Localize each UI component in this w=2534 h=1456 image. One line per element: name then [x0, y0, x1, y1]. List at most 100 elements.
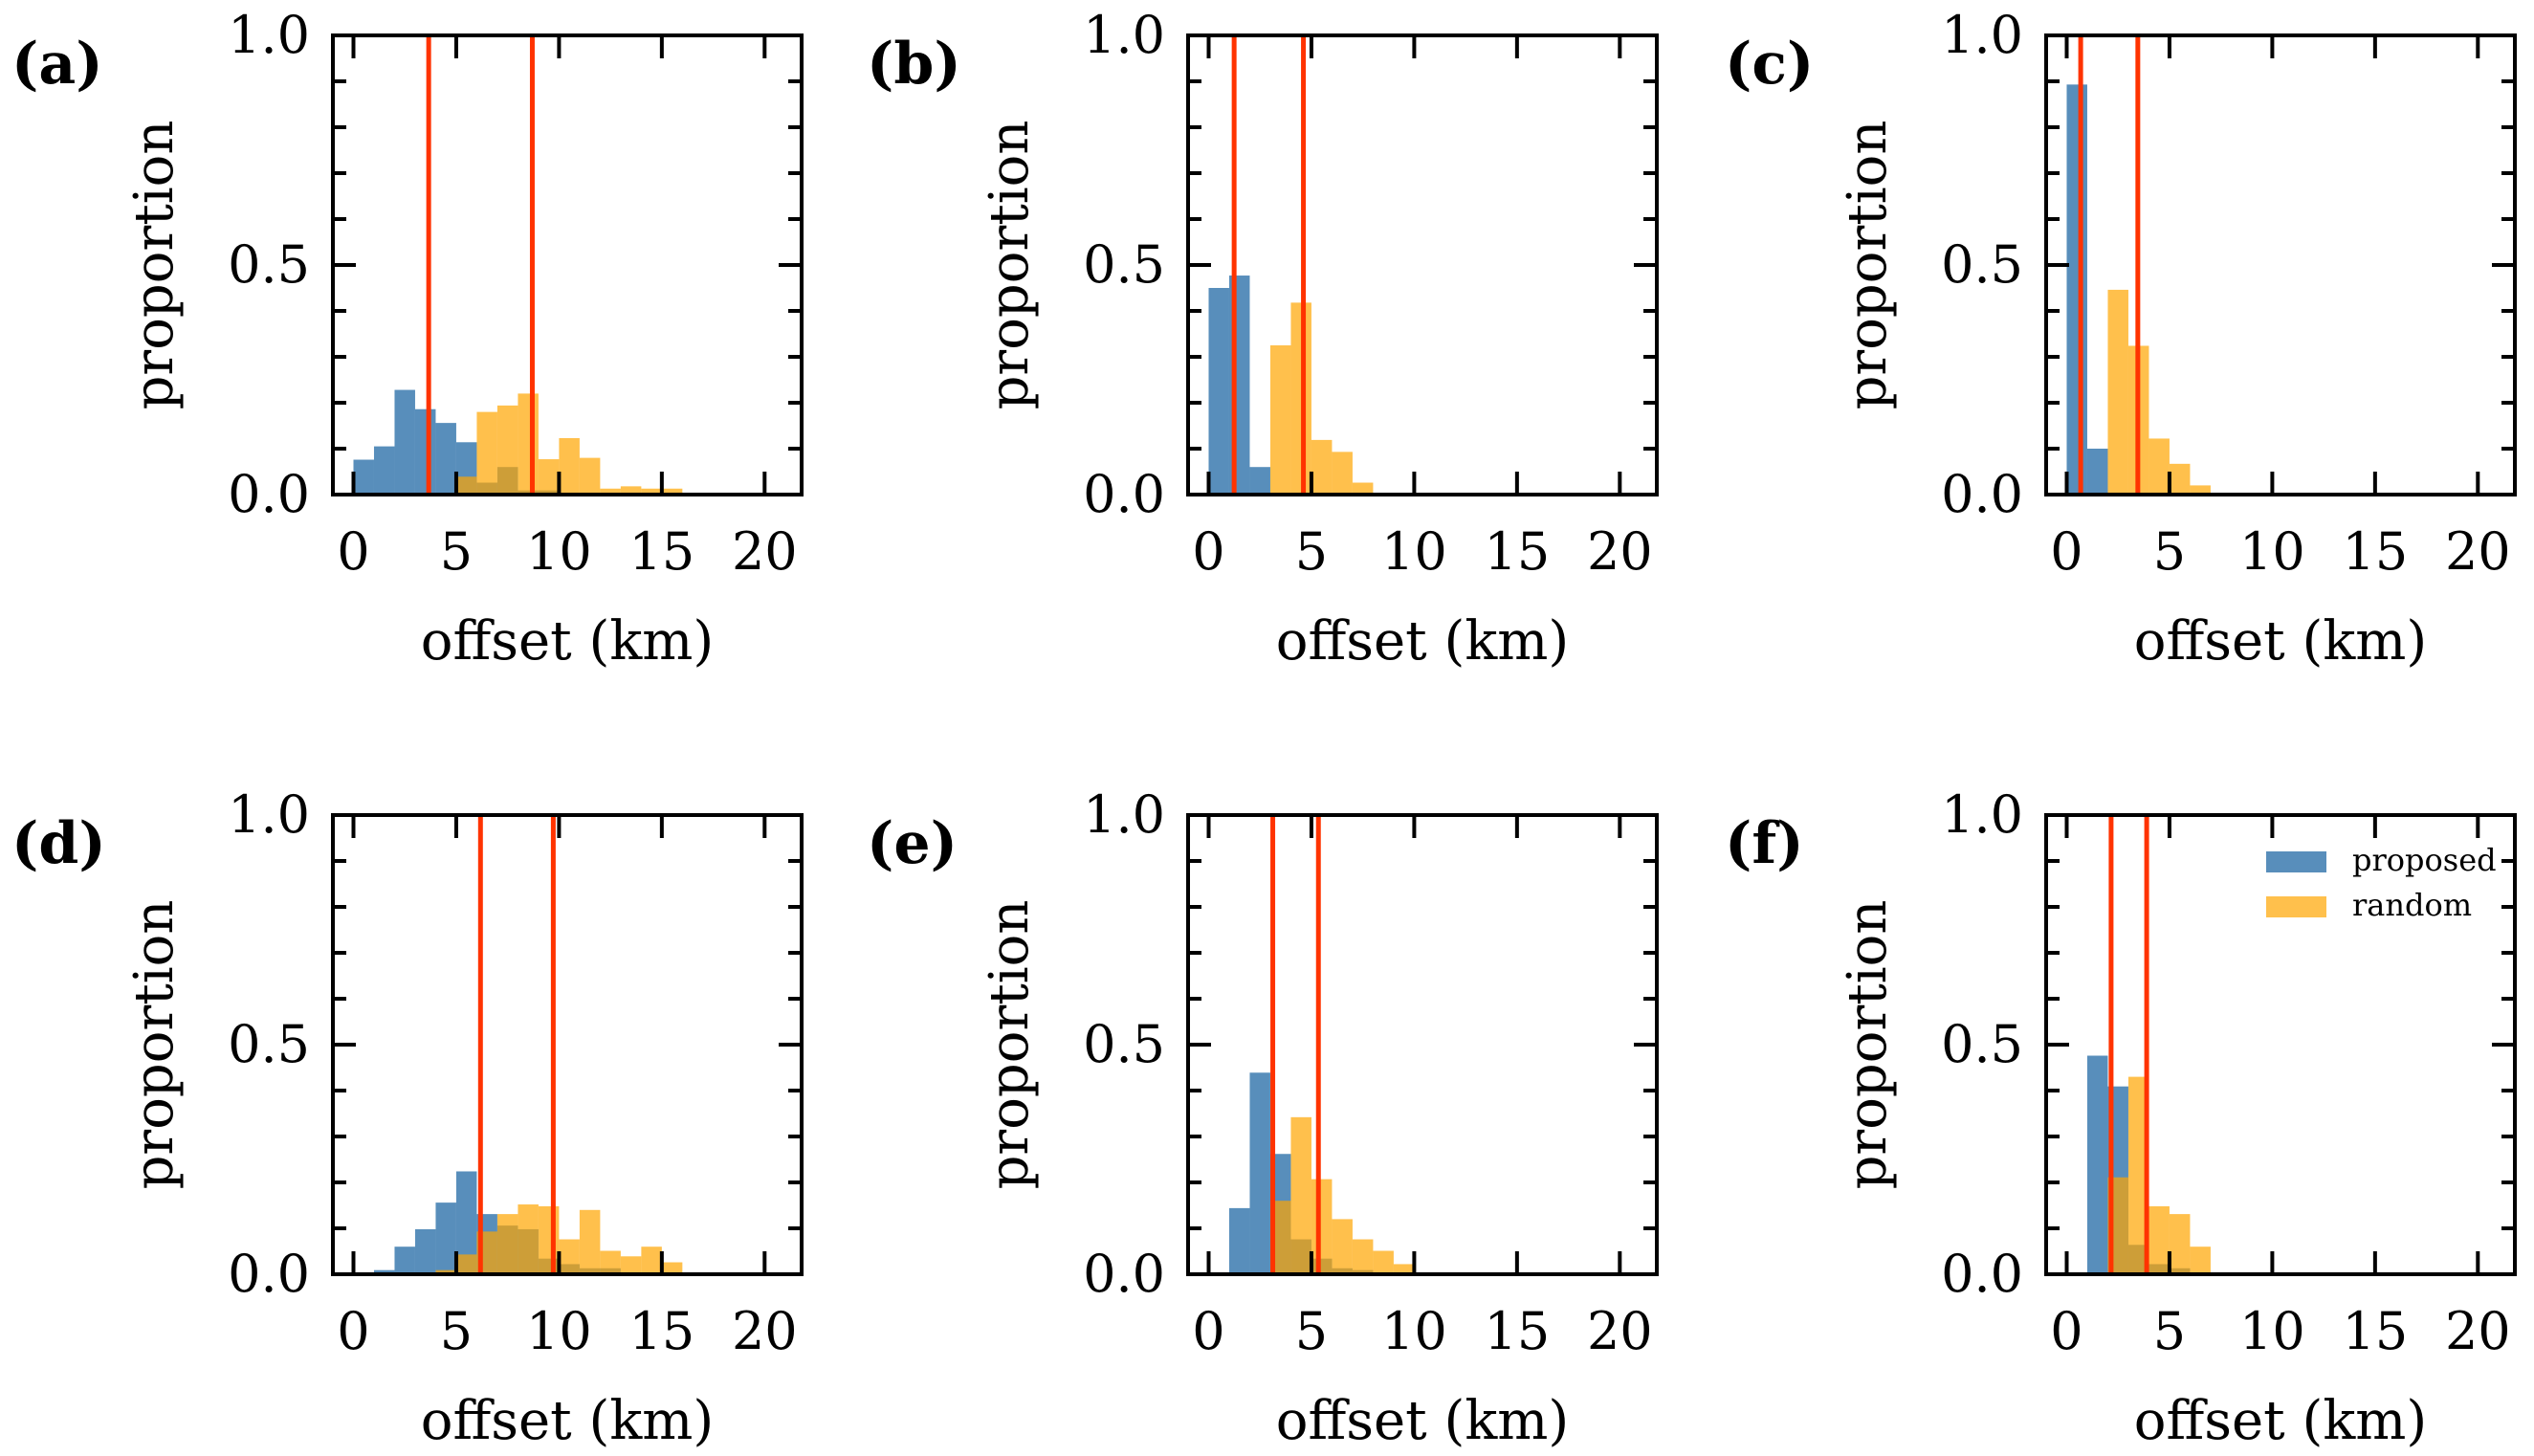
y-tick-label: 0.0 — [228, 464, 310, 524]
x-tick-label: 0 — [1192, 1301, 1224, 1361]
x-tick-label: 20 — [732, 1301, 798, 1361]
x-tick-label: 20 — [2445, 521, 2511, 582]
random-bar — [538, 459, 560, 495]
y-axis-label: proportion — [123, 900, 186, 1190]
x-tick-label: 10 — [2239, 1301, 2305, 1361]
panel-letter: (a) — [11, 31, 103, 98]
x-tick-label: 0 — [337, 1301, 369, 1361]
y-tick-label: 0.0 — [1941, 464, 2023, 524]
x-tick-label: 0 — [337, 521, 369, 582]
proposed-bar — [1228, 1207, 1250, 1274]
random-bar — [2169, 463, 2191, 495]
y-tick-label: 0.5 — [228, 1014, 310, 1074]
axes-frame — [1186, 813, 1659, 1276]
random-bar — [620, 1256, 642, 1274]
y-tick-label: 1.0 — [1941, 784, 2023, 845]
random-bar — [2127, 1076, 2149, 1274]
random-bar — [559, 1239, 580, 1274]
random-bar — [1373, 1250, 1394, 1274]
x-tick-label: 10 — [526, 521, 592, 582]
y-tick-label: 1.0 — [1083, 784, 1165, 845]
proposed-bar — [1249, 467, 1270, 495]
random-bar — [661, 1262, 683, 1274]
proposed-bar — [1208, 288, 1229, 495]
x-tick-label: 10 — [1381, 521, 1447, 582]
x-tick-label: 0 — [2050, 1301, 2082, 1361]
y-tick-label: 0.5 — [1083, 234, 1165, 295]
panel-e: 0 5 10 15 20 0.0 0.5 1.0 offset (km) proportion (e… — [867, 784, 1659, 1452]
y-axis-label: proportion — [123, 121, 186, 410]
y-tick-label: 0.0 — [1941, 1244, 2023, 1304]
x-tick-label: 0 — [2050, 521, 2082, 582]
axes-frame — [2044, 813, 2517, 1276]
x-tick-label: 5 — [1295, 1301, 1328, 1361]
random-bar — [1311, 1179, 1333, 1274]
x-tick-label: 5 — [2153, 521, 2186, 582]
axes-frame — [1186, 33, 1659, 496]
random-bar — [2190, 1246, 2211, 1274]
y-tick-label: 0.5 — [1941, 1014, 2023, 1074]
proposed-bar — [2086, 1055, 2108, 1274]
x-tick-label: 10 — [2239, 521, 2305, 582]
legend-swatch-random — [2266, 896, 2326, 917]
x-tick-label: 20 — [732, 521, 798, 582]
y-axis-label: proportion — [1837, 121, 1899, 410]
random-bar — [1332, 452, 1353, 495]
random-bar — [435, 1269, 456, 1274]
x-tick-label: 15 — [2343, 1301, 2409, 1361]
panel-letter: (d) — [11, 810, 106, 877]
x-axis-label: offset (km) — [2134, 610, 2427, 673]
y-tick-label: 1.0 — [1941, 5, 2023, 65]
random-bar — [1290, 1116, 1311, 1274]
y-tick-label: 0.5 — [228, 234, 310, 295]
panel-a: 0 5 10 15 20 0.0 0.5 1.0 offset (km) proportion (a… — [11, 5, 804, 673]
y-tick-label: 0.0 — [1083, 464, 1165, 524]
x-tick-label: 10 — [526, 1301, 592, 1361]
proposed-bar — [353, 459, 374, 495]
random-bar — [620, 486, 642, 495]
legend-swatch-proposed — [2266, 851, 2326, 872]
panel-letter: (b) — [867, 31, 961, 98]
random-bar — [579, 457, 601, 495]
random-bar — [455, 476, 477, 495]
panel-d: 0 5 10 15 20 0.0 0.5 1.0 offset (km) proportion (d… — [11, 784, 804, 1452]
panel-letter: (e) — [867, 810, 958, 877]
random-bar — [600, 488, 621, 495]
x-axis-label: offset (km) — [2134, 1390, 2427, 1452]
y-axis-label: proportion — [979, 121, 1041, 410]
random-bar — [641, 488, 662, 495]
x-tick-label: 20 — [1587, 521, 1653, 582]
random-bar — [518, 393, 539, 495]
panel-c: 0 5 10 15 20 0.0 0.5 1.0 offset (km) proportion (c… — [1725, 5, 2517, 673]
x-axis-label: offset (km) — [421, 610, 714, 673]
axes-frame — [2044, 33, 2517, 496]
x-tick-label: 5 — [440, 521, 473, 582]
proposed-bar — [414, 1228, 436, 1274]
y-tick-label: 0.0 — [1083, 1244, 1165, 1304]
x-tick-label: 15 — [1485, 521, 1551, 582]
proposed-bar — [2066, 84, 2087, 496]
legend-label-proposed: proposed — [2352, 842, 2497, 878]
y-axis-label: proportion — [1837, 900, 1899, 1190]
y-tick-label: 1.0 — [1083, 5, 1165, 65]
random-bar — [455, 1254, 477, 1274]
proposed-bar — [2086, 449, 2108, 495]
random-bar — [559, 437, 580, 495]
x-tick-label: 15 — [629, 521, 695, 582]
random-bar — [641, 1246, 662, 1274]
random-bar — [2190, 485, 2211, 495]
proposed-bar — [435, 1202, 456, 1274]
x-axis-label: offset (km) — [1276, 610, 1569, 673]
x-tick-label: 5 — [440, 1301, 473, 1361]
panel-letter: (c) — [1725, 31, 1814, 98]
x-tick-label: 15 — [629, 1301, 695, 1361]
random-bar — [2107, 289, 2128, 495]
random-bar — [1352, 1239, 1374, 1274]
random-bar — [2169, 1214, 2191, 1274]
proposed-bar — [435, 423, 456, 495]
x-tick-label: 10 — [1381, 1301, 1447, 1361]
proposed-bar — [1249, 1072, 1270, 1274]
random-bar — [661, 488, 683, 495]
panel-f: 0 5 10 15 20 0.0 0.5 1.0 offset (km) proportion (f… — [1725, 784, 2517, 1452]
legend-label-random: random — [2352, 887, 2472, 923]
